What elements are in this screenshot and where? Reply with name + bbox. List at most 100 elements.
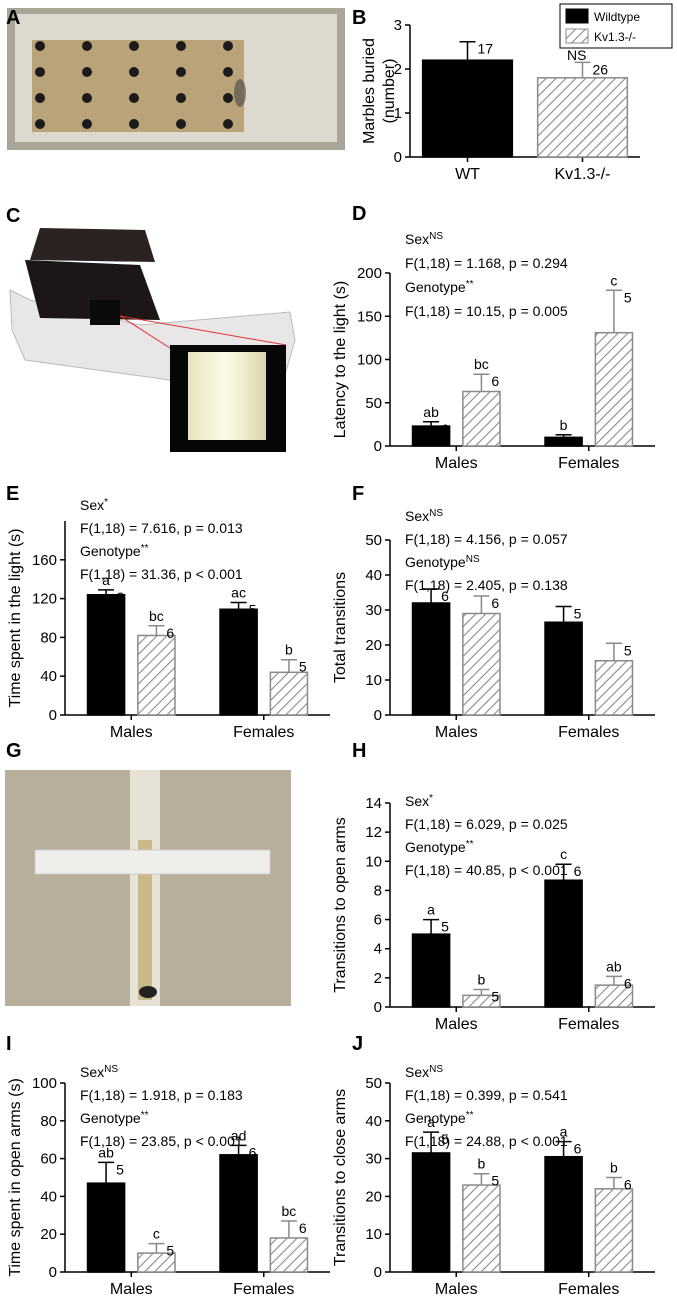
annotation-sup: NS [466, 554, 480, 565]
significance-letter: a [102, 572, 110, 588]
marble [82, 41, 92, 51]
panel-letter: G [6, 740, 22, 762]
n-label: 26 [593, 61, 609, 77]
annotation-sup: NS [429, 508, 443, 519]
error-bar [555, 863, 572, 881]
significance-letter: b [478, 1156, 486, 1172]
bar [421, 59, 514, 158]
bar [594, 660, 634, 716]
error-bar [555, 434, 572, 438]
y-tick-label: 20 [365, 637, 382, 654]
error-bar [423, 918, 440, 935]
annotation-text: Genotype [405, 554, 466, 570]
x-tick-label: Males [435, 455, 478, 472]
n-label: 5 [574, 606, 582, 622]
annotation: F(1,18) = 31.36, p < 0.001 [80, 566, 243, 582]
y-tick-label: 20 [40, 1226, 57, 1243]
y-tick-label: 0 [374, 707, 382, 724]
y-tick-label: 30 [365, 602, 382, 619]
error-bar [459, 40, 476, 61]
annotation: SexNS [80, 1064, 118, 1080]
x-tick-label: Males [435, 1016, 478, 1033]
y-axis-label: Latency to the light (s) [332, 281, 349, 438]
significance-letter: ab [98, 1144, 114, 1160]
annotation-text: F(1,18) = 10.15, p = 0.005 [405, 303, 568, 319]
y-tick-label: 0 [394, 149, 402, 166]
annotation-text: Sex [405, 1064, 429, 1080]
y-tick-label: 50 [365, 1075, 382, 1092]
significance-letter: ad [231, 1127, 247, 1143]
annotation-text: F(1,18) = 23.85, p < 0.001 [80, 1133, 243, 1149]
x-tick-label: Kv1.3-/- [554, 166, 610, 183]
n-label: 6 [574, 1141, 582, 1157]
bar [536, 77, 629, 158]
y-tick-label: 12 [365, 824, 382, 841]
marble [176, 41, 186, 51]
marble [129, 119, 139, 129]
error-bar [98, 589, 115, 595]
bar [462, 1184, 501, 1273]
annotation: Genotype** [80, 543, 149, 559]
y-tick-label: 100 [357, 352, 382, 369]
error-bar [148, 625, 165, 636]
y-tick-label: 14 [365, 795, 382, 812]
annotation-sup: ** [141, 543, 149, 554]
y-tick-label: 30 [365, 1151, 382, 1168]
annotation: SexNS [405, 1064, 443, 1080]
y-tick-label: 200 [357, 265, 382, 282]
marble [176, 119, 186, 129]
error-bar [98, 1161, 115, 1184]
bar [594, 331, 634, 447]
marble [223, 67, 233, 77]
n-label: 6 [116, 589, 124, 605]
error-bar [605, 642, 622, 661]
error-bar [148, 1242, 165, 1254]
marble [129, 93, 139, 103]
annotation-text: F(1,18) = 24.88, p < 0.001 [405, 1133, 568, 1149]
y-tick-label: 60 [40, 1151, 57, 1168]
y-tick-label: 20 [365, 1188, 382, 1205]
bar [544, 1155, 583, 1273]
annotation: F(1,18) = 4.156, p = 0.057 [405, 531, 568, 547]
bar [86, 593, 126, 716]
panel-letter: A [6, 7, 20, 29]
y-tick-label: 80 [40, 629, 57, 646]
error-bar [230, 601, 247, 610]
y-tick-label: 0 [374, 1264, 382, 1281]
marble [176, 67, 186, 77]
y-tick-label: 0 [49, 707, 57, 724]
panel-letter: J [352, 1033, 363, 1055]
n-label: 6 [574, 863, 582, 879]
y-tick-label: 50 [365, 395, 382, 412]
error-bar [605, 1176, 622, 1189]
bar [411, 1152, 451, 1273]
x-tick-label: Females [558, 455, 619, 472]
error-bar [473, 595, 490, 614]
annotation-text: F(1,18) = 40.85, p < 0.001 [405, 862, 568, 878]
annotation-sup: * [104, 497, 108, 508]
marble [176, 93, 186, 103]
annotation-text: Sex [80, 497, 104, 513]
error-bar [280, 1220, 297, 1238]
y-tick-label: 2 [374, 970, 382, 987]
annotation-text: Sex [405, 231, 429, 247]
n-label: 6 [624, 1177, 632, 1193]
y-axis-label: (number) [381, 59, 398, 124]
significance-letter: ab [423, 404, 439, 420]
marble [82, 67, 92, 77]
error-bar [473, 1172, 490, 1186]
y-tick-label: 100 [32, 1075, 57, 1092]
significance-letter: c [560, 846, 567, 862]
annotation: Genotype** [405, 279, 474, 295]
y-axis-label: Time spent in the light (s) [7, 528, 24, 707]
n-label: 6 [299, 1220, 307, 1236]
error-bar [605, 975, 622, 986]
marble [35, 67, 45, 77]
n-label: 6 [491, 373, 499, 389]
x-tick-label: Males [110, 1281, 153, 1298]
significance-letter: c [153, 1226, 160, 1242]
error-bar [230, 1144, 247, 1155]
y-tick-label: 3 [394, 17, 402, 34]
marble [82, 119, 92, 129]
annotation: F(1,18) = 0.399, p = 0.541 [405, 1087, 568, 1103]
